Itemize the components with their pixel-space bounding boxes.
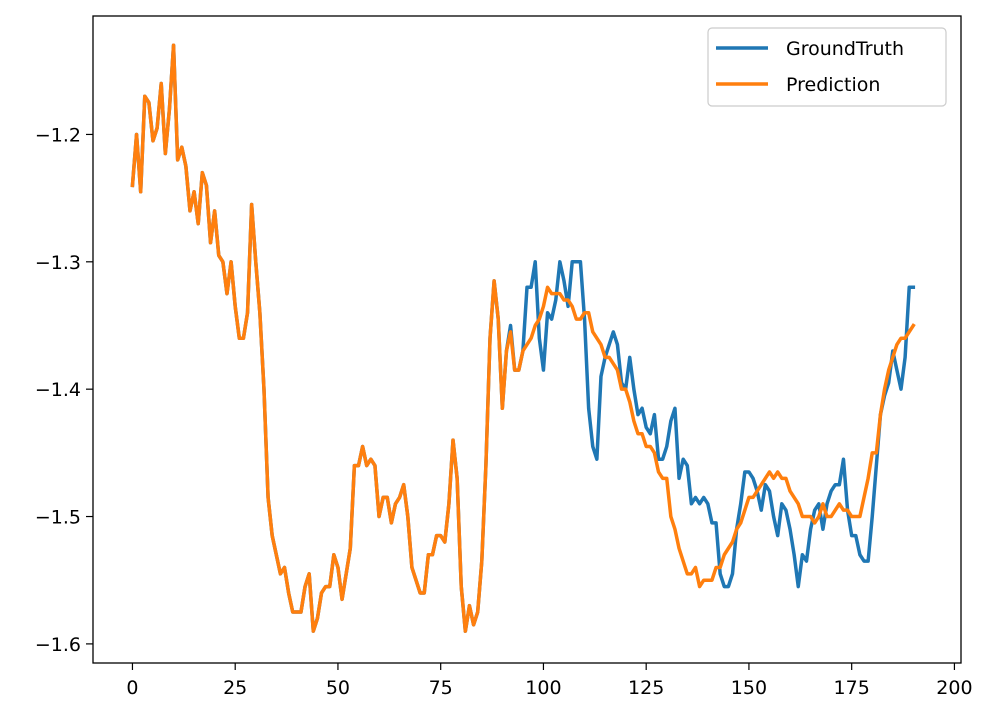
series-line-prediction <box>130 43 916 633</box>
x-tick-label: 150 <box>731 677 767 699</box>
y-tick-label: −1.4 <box>35 379 81 401</box>
y-tick-label: −1.2 <box>35 124 81 146</box>
y-axis: −1.2 −1.3 −1.4 −1.5 −1.6 <box>35 124 93 656</box>
y-tick-label: −1.6 <box>35 634 81 656</box>
x-tick-label: 125 <box>628 677 664 699</box>
x-tick-label: 100 <box>525 677 561 699</box>
x-tick-label: 175 <box>834 677 870 699</box>
y-tick-label: −1.5 <box>35 507 81 529</box>
x-tick-label: 75 <box>429 677 453 699</box>
x-tick-label: 0 <box>126 677 138 699</box>
legend-label-groundtruth: GroundTruth <box>786 38 904 60</box>
x-tick-label: 50 <box>326 677 350 699</box>
x-axis: 0 25 50 75 100 125 150 175 200 <box>126 663 973 699</box>
legend: GroundTruth Prediction <box>707 27 947 107</box>
y-tick-label: −1.3 <box>35 252 81 274</box>
x-tick-label: 25 <box>223 677 247 699</box>
series-layer <box>130 43 916 633</box>
x-tick-label: 200 <box>936 677 972 699</box>
plot-frame <box>92 15 962 664</box>
legend-label-prediction: Prediction <box>786 74 880 96</box>
